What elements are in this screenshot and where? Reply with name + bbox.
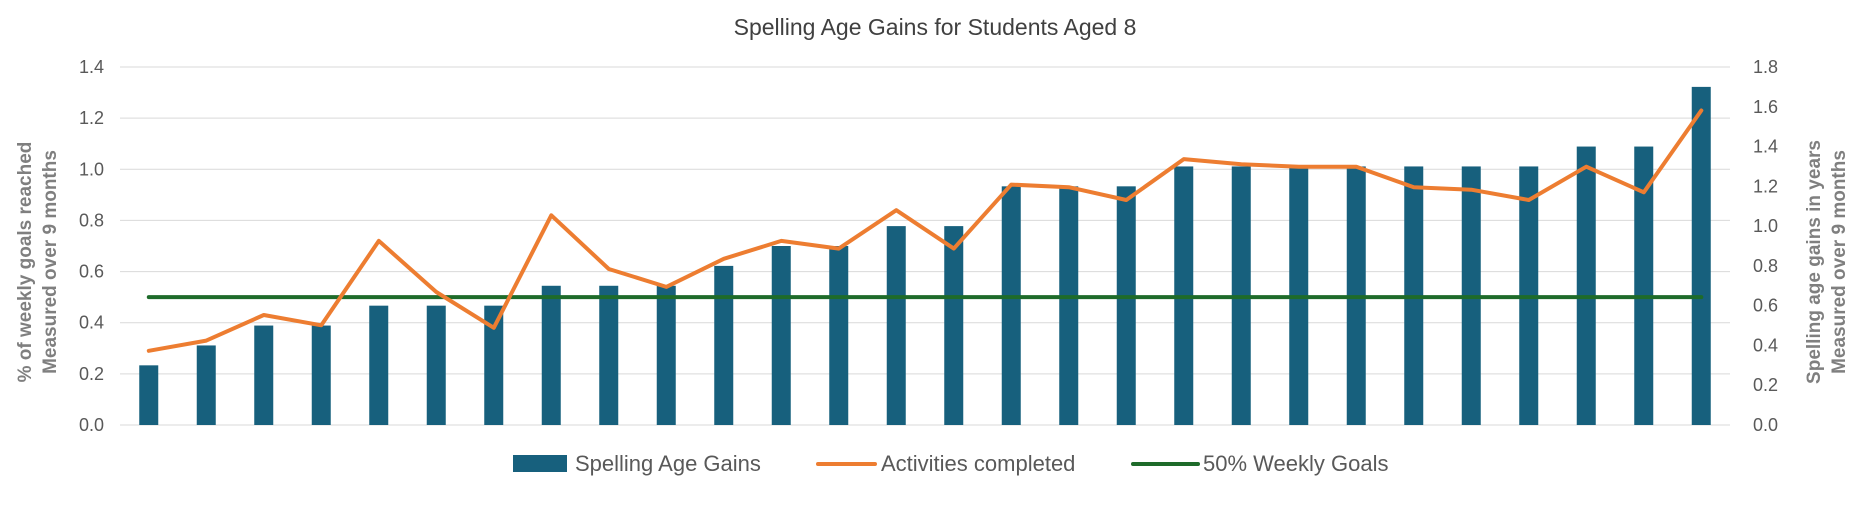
bar: [829, 246, 849, 425]
right-axis-title-line2: Measured over 9 months: [1829, 150, 1850, 374]
chart-title: Spelling Age Gains for Students Aged 8: [734, 14, 1137, 40]
bar: [1116, 186, 1136, 425]
left-tick-label: 0.6: [79, 262, 104, 282]
bar: [599, 285, 619, 425]
right-tick-label: 0.6: [1753, 296, 1778, 316]
right-tick-label: 1.6: [1753, 97, 1778, 117]
legend-label-spelling-age-gains: Spelling Age Gains: [575, 451, 761, 476]
right-tick-label: 0.4: [1753, 335, 1778, 355]
right-axis-ticks: 0.0 0.2 0.4 0.6 0.8 1.0 1.2 1.4 1.6 1.8: [1753, 57, 1778, 435]
bar: [1059, 186, 1079, 425]
bar: [139, 365, 159, 425]
bar: [944, 226, 964, 425]
left-tick-label: 0.2: [79, 364, 104, 384]
legend: Spelling Age Gains Activities completed …: [513, 451, 1388, 476]
bar: [1634, 146, 1654, 426]
bar: [484, 305, 504, 425]
right-tick-label: 1.2: [1753, 176, 1778, 196]
left-tick-label: 1.2: [79, 108, 104, 128]
right-tick-label: 1.8: [1753, 57, 1778, 77]
right-tick-label: 0.2: [1753, 375, 1778, 395]
left-axis-ticks: 0.0 0.2 0.4 0.6 0.8 1.0 1.2 1.4: [79, 57, 104, 435]
bar: [541, 285, 561, 425]
bar: [1001, 186, 1021, 425]
bar: [771, 246, 791, 425]
line-series: [146, 108, 1704, 353]
bar: [426, 305, 446, 425]
bar: [656, 285, 676, 425]
left-tick-label: 1.4: [79, 57, 104, 77]
bar: [196, 345, 216, 425]
bar: [369, 305, 389, 425]
left-tick-label: 0.4: [79, 313, 104, 333]
right-axis-title-line1: Spelling age gains in years: [1804, 140, 1825, 384]
right-tick-label: 0.8: [1753, 256, 1778, 276]
legend-label-activities-completed: Activities completed: [881, 451, 1075, 476]
left-tick-label: 0.0: [79, 415, 104, 435]
bar: [254, 325, 274, 425]
left-axis-title-line1: % of weekly goals reached: [15, 142, 36, 383]
legend-swatch-spelling-age-gains: [513, 455, 567, 472]
bar: [1691, 86, 1711, 425]
right-tick-label: 0.0: [1753, 415, 1778, 435]
legend-label-50-weekly-goals: 50% Weekly Goals: [1203, 451, 1388, 476]
line-activities-completed: [146, 108, 1704, 353]
left-tick-label: 0.8: [79, 210, 104, 230]
bar: [311, 325, 331, 425]
gridlines: [120, 66, 1730, 426]
bar: [1576, 146, 1596, 426]
right-tick-label: 1.4: [1753, 137, 1778, 157]
right-tick-label: 1.0: [1753, 216, 1778, 236]
bar: [714, 265, 734, 425]
bar: [886, 226, 906, 425]
left-axis-title-line2: Measured over 9 months: [40, 150, 61, 374]
left-tick-label: 1.0: [79, 159, 104, 179]
